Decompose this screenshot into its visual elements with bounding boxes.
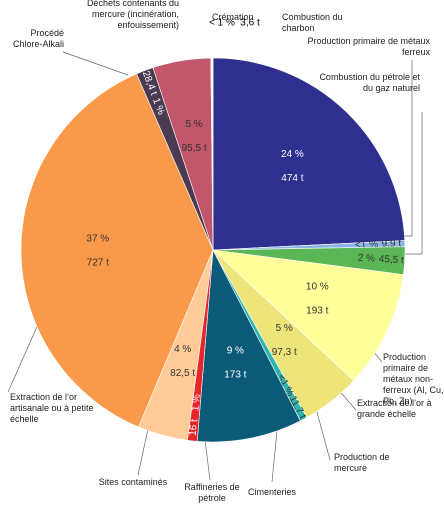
pie-slice	[196, 248, 301, 443]
share-label: < 1 %	[209, 18, 235, 29]
pie-slice	[20, 73, 214, 428]
pie-slice	[212, 57, 406, 251]
value-label: 45,5 t	[378, 254, 404, 266]
category-label: Production primaire de métaux ferreux	[307, 36, 430, 57]
value-label: 474 t	[281, 173, 303, 184]
share-label: 24 %	[281, 149, 304, 160]
value-label: 727 t	[87, 257, 109, 268]
share-label: 37 %	[86, 233, 109, 244]
pie-slice	[212, 249, 404, 382]
leader-line	[7, 319, 41, 393]
category-label: Production de mercure	[334, 452, 390, 473]
value-label: 16 t	[187, 418, 200, 436]
category-label: Extraction de l’or artisanale ou à petit…	[10, 392, 94, 424]
share-label: 5 %	[185, 119, 202, 130]
value-label: 82,5 t	[170, 368, 195, 379]
value-label: 193 t	[306, 306, 328, 317]
share-label: 5 %	[276, 323, 293, 334]
value-label: 9,9 t	[382, 238, 402, 250]
leader-line	[204, 439, 211, 481]
pie-slice	[210, 57, 214, 251]
category-label: Cimenteries	[248, 487, 297, 497]
value-label: 173 t	[224, 370, 246, 381]
category-label: Crémation	[212, 12, 254, 22]
value-label: 95,5 t	[182, 143, 207, 154]
value-label: 3,6 t	[240, 18, 260, 29]
category-label: Procédé Chlore-Alkali	[12, 28, 64, 49]
category-label: Combustion du charbon	[282, 12, 343, 33]
share-label: 2 %	[357, 253, 375, 265]
category-label: Déchets contenants du mercure (incinérat…	[86, 0, 179, 30]
value-label: 97,3 t	[272, 347, 297, 358]
category-label: Sites contaminés	[98, 477, 168, 487]
share-label: <1 %	[355, 239, 379, 251]
share-label: 9 %	[227, 346, 244, 357]
leader-line	[402, 60, 413, 237]
category-label: Raffineries de pétrole	[184, 482, 240, 503]
leader-line	[404, 112, 423, 255]
share-label: 4 %	[174, 344, 191, 355]
leader-line	[62, 51, 129, 76]
category-label: Extraction de l’or à grande échelle	[357, 398, 432, 419]
share-label: 10 %	[306, 282, 329, 293]
category-label: Production primaire de métaux non-ferreu…	[383, 352, 444, 406]
category-label: Combustion du pétrole et du gaz naturel	[319, 72, 420, 93]
